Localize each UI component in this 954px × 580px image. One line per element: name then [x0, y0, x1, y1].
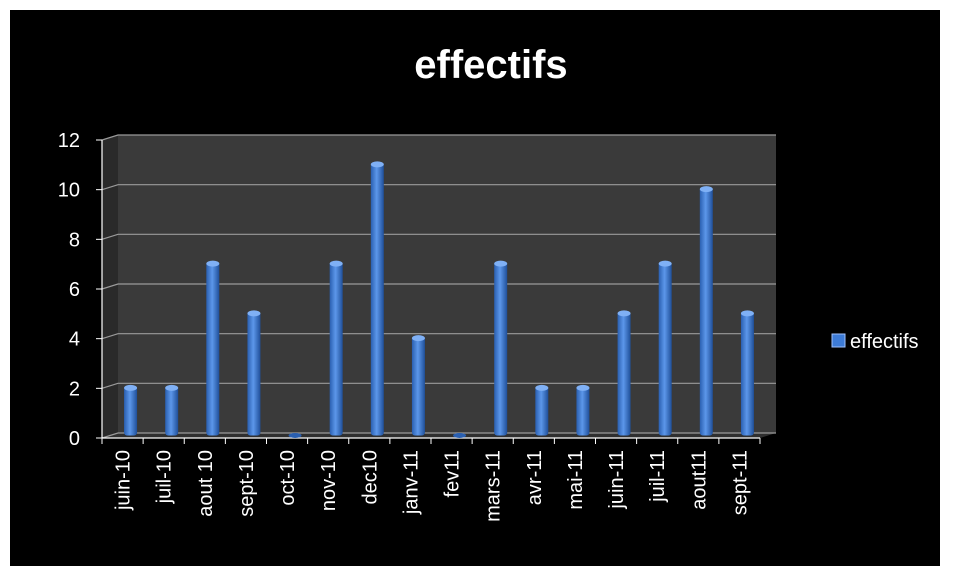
bar	[329, 261, 343, 436]
legend-swatch	[831, 333, 846, 348]
y-tick-label: 12	[58, 130, 80, 152]
y-tick-label: 0	[69, 428, 80, 450]
gridline	[101, 283, 776, 290]
chart-area: effectifs 0 2 4 6 8 10 12 juin-10 juil-10 aout 1…	[10, 10, 940, 566]
legend-label: effectifs	[850, 331, 919, 353]
bar-top	[247, 310, 261, 317]
gridline	[101, 432, 776, 439]
y-tick-label: 10	[58, 180, 80, 202]
bar-chart: effectifs 0 2 4 6 8 10 12 juin-10 juil-10 aout 1…	[58, 43, 919, 522]
bar-top	[206, 260, 220, 267]
bar	[165, 385, 179, 436]
chart-title: effectifs	[414, 43, 567, 87]
bar	[247, 311, 261, 436]
gridline	[101, 184, 776, 191]
x-tick-label: juil-11	[647, 450, 669, 503]
bar-top	[617, 310, 631, 317]
bar-top	[165, 384, 179, 391]
gridline	[101, 233, 776, 240]
y-tick-label: 6	[69, 279, 80, 301]
x-tick-label: mars-11	[483, 450, 505, 522]
bar	[206, 261, 220, 436]
x-tick-label: fev11	[442, 450, 464, 497]
x-tick-label: sept-11	[729, 450, 751, 515]
x-tick-label: mai-11	[565, 450, 587, 510]
x-tick-label: sept-10	[236, 450, 258, 517]
bar	[288, 433, 302, 438]
x-tick-label: aout 10	[195, 450, 217, 517]
bar	[535, 385, 549, 436]
y-tick-label: 4	[69, 329, 80, 351]
bar	[411, 336, 425, 436]
bar-top	[699, 186, 713, 193]
bar-top	[535, 384, 549, 391]
x-tick-label: juin-10	[113, 450, 135, 511]
x-tick-label: nov-10	[318, 450, 340, 511]
bar	[740, 311, 754, 436]
bar-top	[329, 260, 343, 267]
gridline	[101, 333, 776, 340]
x-tick-label: janv-11	[400, 450, 422, 515]
bar	[453, 433, 467, 438]
bar	[576, 385, 590, 436]
gridlines	[101, 134, 776, 439]
legend: effectifs	[831, 331, 919, 353]
bar-top	[124, 384, 138, 391]
bar	[617, 311, 631, 436]
bar	[494, 261, 508, 436]
y-axis-ticks: 0 2 4 6 8 10 12	[58, 130, 102, 450]
x-tick-label: aout11	[688, 450, 710, 510]
x-tick-label: oct-10	[277, 450, 299, 506]
bars	[124, 161, 754, 438]
y-tick-label: 2	[69, 378, 80, 400]
x-tick-label: juil-10	[154, 450, 176, 504]
bar	[699, 187, 713, 436]
x-tick-label: juin-11	[606, 450, 628, 510]
plot-wall	[102, 135, 776, 438]
bar	[658, 261, 672, 436]
gridline	[101, 382, 776, 389]
y-tick-label: 8	[69, 229, 80, 251]
x-tick-label: dec10	[359, 450, 381, 505]
bar-top	[658, 260, 672, 267]
plot-floor	[102, 433, 776, 438]
bar-top	[411, 335, 425, 342]
x-tick-label: avr-11	[524, 450, 546, 505]
bar-top	[370, 161, 384, 168]
x-axis-ticks: juin-10 juil-10 aout 10 sept-10 oct-10 nov-10…	[101, 438, 761, 522]
bar-top	[576, 384, 590, 391]
bar-top	[740, 310, 754, 317]
bar	[124, 385, 138, 436]
bar-top	[494, 260, 508, 267]
bar	[370, 162, 384, 436]
gridline	[101, 134, 776, 141]
